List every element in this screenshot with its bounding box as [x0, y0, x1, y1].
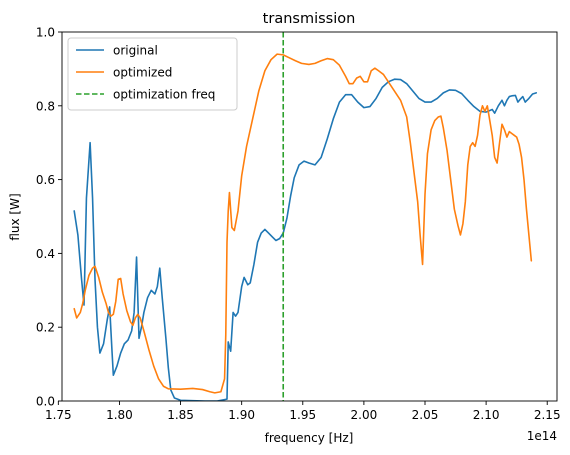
data-layer [73, 32, 538, 401]
y-tick-label: 0.4 [36, 247, 55, 261]
x-axis-label: frequency [Hz] [265, 431, 354, 445]
x-tick-label: 2.15 [534, 408, 561, 422]
legend-box [67, 37, 238, 111]
y-tick-label: 0.2 [36, 321, 55, 335]
chart-title: transmission [263, 11, 356, 27]
legend: original optimized optimization freq [67, 37, 238, 111]
plot-area: 1.75 1.80 1.85 1.90 1.95 2.00 2.05 2.10 2.15 0.0 0… [36, 26, 561, 423]
x-tick-label: 1.95 [289, 408, 316, 422]
y-tick-label: 0.8 [36, 99, 55, 113]
plot-frame [61, 31, 558, 402]
x-tick-label: 1.75 [45, 408, 72, 422]
x-tick-label: 1.80 [106, 408, 133, 422]
legend-label-optimization-freq: optimization freq [113, 88, 215, 102]
series-optimized-line [73, 53, 533, 394]
y-tick-label: 0.0 [36, 395, 55, 409]
x-tick-label: 1.85 [167, 408, 194, 422]
x-axis-offset-text: 1e14 [527, 429, 557, 443]
x-tick-label: 1.90 [228, 408, 255, 422]
x-tick-label: 2.00 [351, 408, 378, 422]
legend-label-optimized: optimized [113, 66, 172, 80]
y-tick-label: 0.6 [36, 173, 55, 187]
legend-label-original: original [113, 44, 158, 58]
x-tick-label: 2.10 [473, 408, 500, 422]
series-original-line [73, 78, 538, 401]
x-tick-label: 2.05 [412, 408, 439, 422]
y-tick-label: 1.0 [36, 26, 55, 40]
y-axis-label: flux [W] [8, 193, 22, 240]
